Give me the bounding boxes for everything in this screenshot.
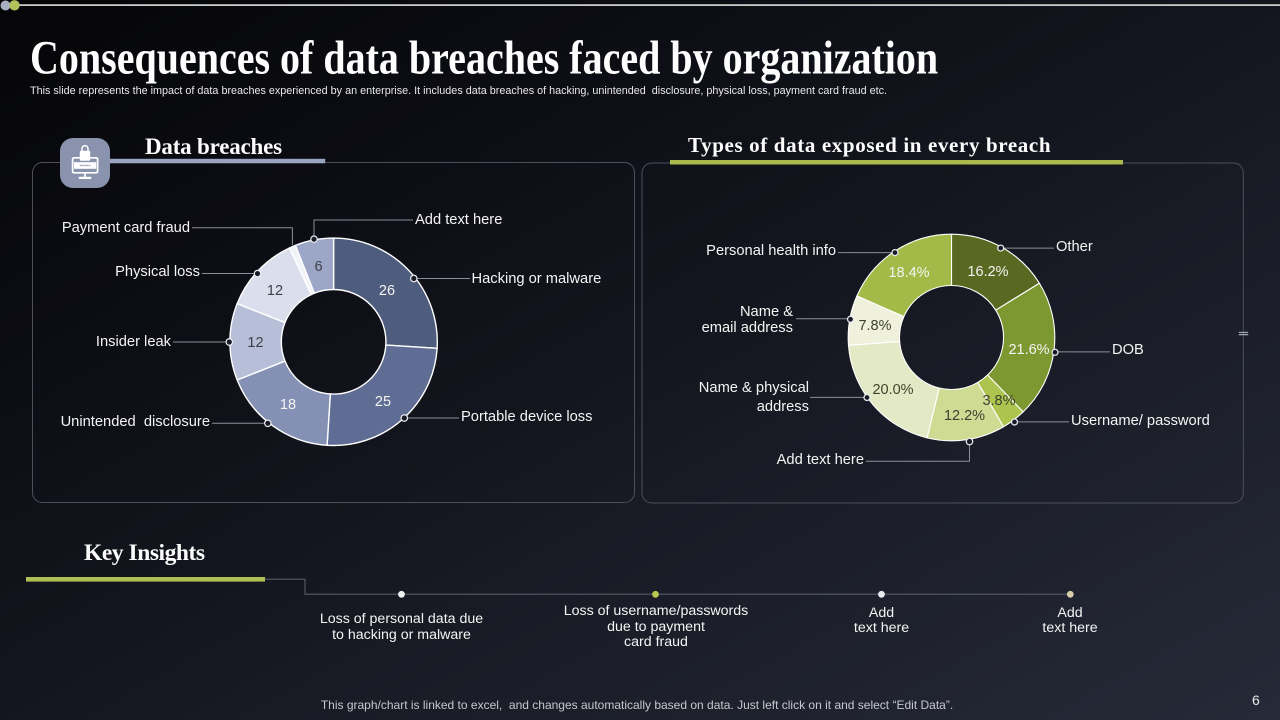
svg-text:******: ****** <box>80 163 91 168</box>
